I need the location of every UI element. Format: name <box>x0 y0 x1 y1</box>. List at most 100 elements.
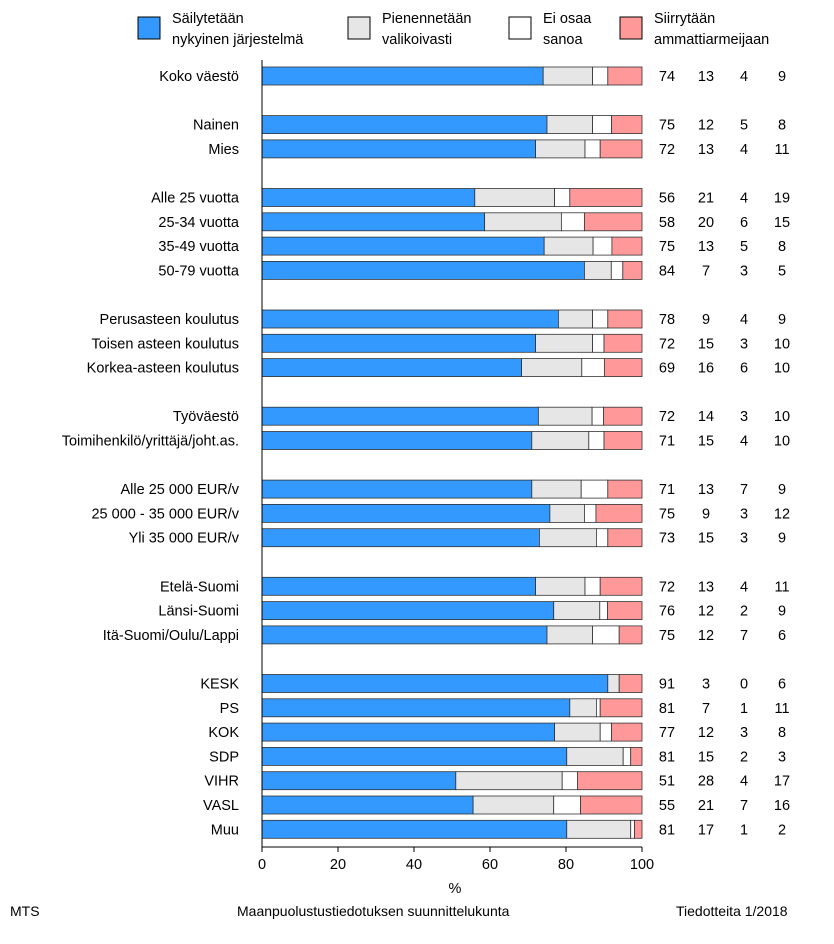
bar-segment <box>584 260 612 280</box>
bar-row: 35-49 vuotta 75 13 5 8 <box>158 236 786 256</box>
data-label: 56 <box>659 191 675 207</box>
data-label: 4 <box>740 774 748 790</box>
data-label: 3 <box>740 725 748 741</box>
data-label: 15 <box>698 434 714 450</box>
legend-label: sanoa <box>543 32 583 48</box>
data-label: 14 <box>698 409 714 425</box>
data-label: 81 <box>659 822 675 838</box>
bar-segment <box>558 309 594 329</box>
bar-segment <box>546 115 593 134</box>
bar-segment <box>603 333 643 353</box>
bar-segment <box>531 479 582 499</box>
bar-row: Mies 72 13 4 11 <box>208 139 790 159</box>
data-label: 91 <box>659 677 675 693</box>
data-label: 7 <box>702 701 710 717</box>
data-label: 11 <box>774 142 789 158</box>
data-label: 15 <box>698 749 714 765</box>
bar-segment <box>592 236 613 256</box>
x-tick-label: 40 <box>406 857 422 873</box>
row-label: 25 000 - 35 000 EUR/v <box>91 506 239 522</box>
bar-segment <box>261 66 544 86</box>
bar-segment <box>261 503 551 523</box>
bar-segment <box>261 771 457 791</box>
data-label: 72 <box>659 142 675 158</box>
bar-segment <box>261 625 548 645</box>
bar-segment <box>611 722 643 742</box>
bar-segment <box>607 479 643 499</box>
bar-segment <box>584 576 601 596</box>
legend-label: Pienennetään <box>382 11 472 27</box>
bar-segment <box>596 528 609 548</box>
row-label: Toisen asteen koulutus <box>91 336 239 352</box>
bar-segment <box>588 431 605 450</box>
data-label: 7 <box>740 628 748 644</box>
row-label: Nainen <box>193 118 239 134</box>
data-label: 78 <box>659 312 675 328</box>
bar-segment <box>261 358 523 378</box>
row-label: 50-79 vuotta <box>158 263 240 279</box>
data-label: 8 <box>778 725 786 741</box>
data-label: 4 <box>740 434 748 450</box>
data-label: 71 <box>659 482 675 498</box>
data-label: 12 <box>698 725 714 741</box>
bar-segment <box>521 358 583 378</box>
bar-segment <box>584 139 601 159</box>
bar-segment <box>261 576 537 596</box>
bar-segment <box>580 795 643 815</box>
bar-segment <box>592 66 609 86</box>
data-label: 81 <box>659 749 675 765</box>
legend-swatch <box>508 16 532 40</box>
bar-segment <box>535 333 593 353</box>
bar-segment <box>596 698 601 718</box>
bar-segment <box>261 674 609 693</box>
bar-row: Länsi-Suomi 76 12 2 9 <box>158 601 786 620</box>
bar-row: 25 000 - 35 000 EUR/v 75 9 3 12 <box>91 503 790 523</box>
data-label: 1 <box>740 701 748 717</box>
data-label: 15 <box>774 215 790 231</box>
bar-segment <box>607 66 643 86</box>
bar-row: Muu 81 17 1 2 <box>211 819 786 839</box>
row-label: Muu <box>211 822 239 838</box>
data-label: 9 <box>778 604 786 620</box>
bar-segment <box>592 115 612 134</box>
legend-swatch <box>347 16 371 40</box>
row-label: PS <box>220 701 239 717</box>
row-label: Toimihenkilö/yrittäjä/joht.as. <box>62 434 239 450</box>
row-label: KESK <box>200 677 239 693</box>
bar-segment <box>566 747 624 766</box>
bar-segment <box>569 698 597 718</box>
legend-label: Siirrytään <box>654 11 715 27</box>
bar-segment <box>553 795 581 815</box>
data-label: 4 <box>740 191 748 207</box>
data-label: 7 <box>740 798 748 814</box>
data-label: 21 <box>698 798 714 814</box>
data-label: 69 <box>659 361 675 377</box>
row-label: Yli 35 000 EUR/v <box>129 531 240 547</box>
bar-row: Etelä-Suomi 72 13 4 11 <box>160 576 790 596</box>
bar-segment <box>261 115 548 134</box>
x-axis: 0 20 40 60 80 100% <box>258 60 654 897</box>
bar-row: Alle 25 000 EUR/v 71 13 7 9 <box>121 479 786 499</box>
data-label: 75 <box>659 628 675 644</box>
row-label: Korkea-asteen koulutus <box>87 361 239 377</box>
data-label: 71 <box>659 434 675 450</box>
bar-segment <box>630 819 635 839</box>
data-label: 17 <box>698 822 714 838</box>
bar-segment <box>607 309 643 329</box>
bar-segment <box>261 406 539 426</box>
bar-segment <box>592 625 620 645</box>
data-label: 3 <box>740 263 748 279</box>
data-label: 2 <box>740 749 748 765</box>
data-label: 12 <box>698 604 714 620</box>
bar-segment <box>554 188 571 207</box>
bar-segment <box>592 309 609 329</box>
data-label: 77 <box>659 725 675 741</box>
bar-segment <box>603 358 643 378</box>
bar-row: VASL 55 21 7 16 <box>203 795 790 815</box>
bar-segment <box>580 479 609 499</box>
data-label: 12 <box>698 628 714 644</box>
bar-segment <box>618 674 643 693</box>
bar-segment <box>569 188 643 207</box>
bar-segment <box>599 722 613 742</box>
x-axis-label: % <box>449 881 462 897</box>
